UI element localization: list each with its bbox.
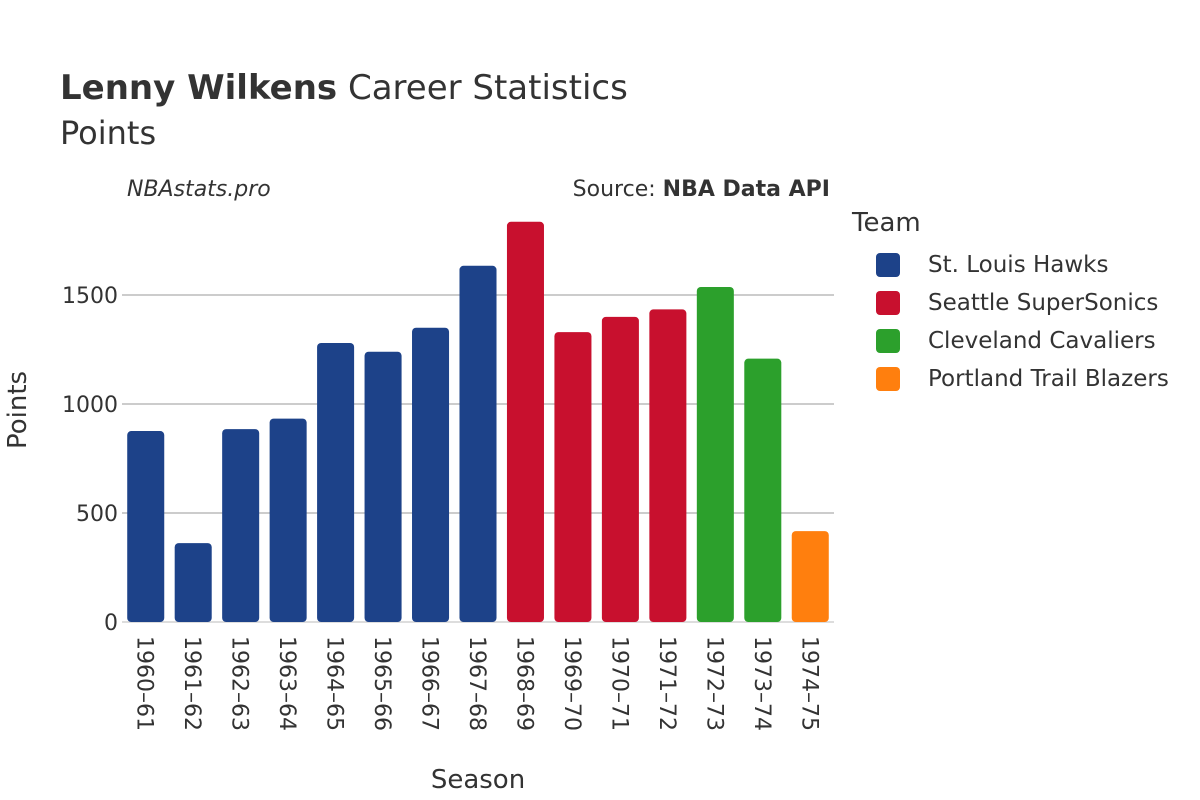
legend-label: Cleveland Cavaliers <box>928 328 1156 354</box>
x-tick-label: 1962–63 <box>227 636 252 731</box>
legend-item[interactable]: St. Louis Hawks <box>852 246 1169 284</box>
x-tick-labels: 1960–61 1961–62 1962–63 1963–64 1964–65 1965–… <box>132 636 822 731</box>
legend-items: St. Louis Hawks Seattle SuperSonics Clevel… <box>852 246 1169 398</box>
bar[interactable] <box>649 309 687 622</box>
source-text: Source: NBA Data API <box>573 177 830 202</box>
chart-title-player: Lenny Wilkens <box>60 68 338 108</box>
x-tick-label: 1971–72 <box>654 636 679 731</box>
legend-item[interactable]: Seattle SuperSonics <box>852 284 1169 322</box>
x-tick-label: 1960–61 <box>132 636 157 731</box>
y-axis-label: Points <box>3 371 33 449</box>
bar[interactable] <box>127 431 165 622</box>
bar[interactable] <box>222 429 260 622</box>
bar[interactable] <box>412 327 450 622</box>
bars <box>127 221 829 622</box>
bar[interactable] <box>601 316 639 622</box>
bar[interactable] <box>791 531 829 622</box>
y-tick-labels: 0 500 1000 1500 <box>62 284 118 636</box>
legend-item[interactable]: Portland Trail Blazers <box>852 360 1169 398</box>
legend-item[interactable]: Cleveland Cavaliers <box>852 322 1169 360</box>
x-axis-label: Season <box>431 765 525 795</box>
y-tick-label: 1000 <box>62 393 118 418</box>
x-tick-label: 1973–74 <box>749 636 774 731</box>
x-tick-label: 1963–64 <box>274 636 299 731</box>
x-tick-label: 1968–69 <box>511 636 536 731</box>
bar[interactable] <box>364 351 402 622</box>
x-tick-label: 1974–75 <box>796 636 821 731</box>
bar[interactable] <box>317 342 355 622</box>
bar[interactable] <box>696 286 734 622</box>
legend-label: St. Louis Hawks <box>928 252 1109 278</box>
bar[interactable] <box>269 418 307 622</box>
x-tick-label: 1970–71 <box>606 636 631 731</box>
x-tick-label: 1967–68 <box>464 636 489 731</box>
bar[interactable] <box>459 265 497 622</box>
chart-title-rest: Career Statistics <box>347 68 628 108</box>
y-tick-label: 0 <box>104 611 118 636</box>
x-tick-label: 1969–70 <box>559 636 584 731</box>
legend-swatch <box>876 367 900 391</box>
legend-swatch <box>876 291 900 315</box>
x-tick-label: 1965–66 <box>369 636 394 731</box>
x-tick-label: 1964–65 <box>322 636 347 731</box>
source-name: NBA Data API <box>662 177 830 202</box>
x-tick-label: 1966–67 <box>417 636 442 731</box>
x-tick-label: 1961–62 <box>179 636 204 731</box>
y-tick-label: 500 <box>76 502 118 527</box>
y-tick-label: 1500 <box>62 284 118 309</box>
legend-swatch <box>876 329 900 353</box>
chart-title: Lenny Wilkens Career Statistics <box>60 66 628 110</box>
legend: Team St. Louis Hawks Seattle SuperSonics C… <box>852 208 1169 398</box>
x-tick-label: 1972–73 <box>701 636 726 731</box>
bar[interactable] <box>506 221 544 622</box>
legend-label: Portland Trail Blazers <box>928 366 1169 392</box>
bar[interactable] <box>174 543 212 622</box>
bar[interactable] <box>744 358 782 622</box>
chart-subtitle: Points <box>60 114 157 152</box>
legend-swatch <box>876 253 900 277</box>
bar[interactable] <box>554 332 592 622</box>
credit-text: NBAstats.pro <box>127 177 271 202</box>
legend-title: Team <box>852 208 921 238</box>
source-prefix: Source: <box>572 177 656 202</box>
legend-label: Seattle SuperSonics <box>928 290 1159 316</box>
